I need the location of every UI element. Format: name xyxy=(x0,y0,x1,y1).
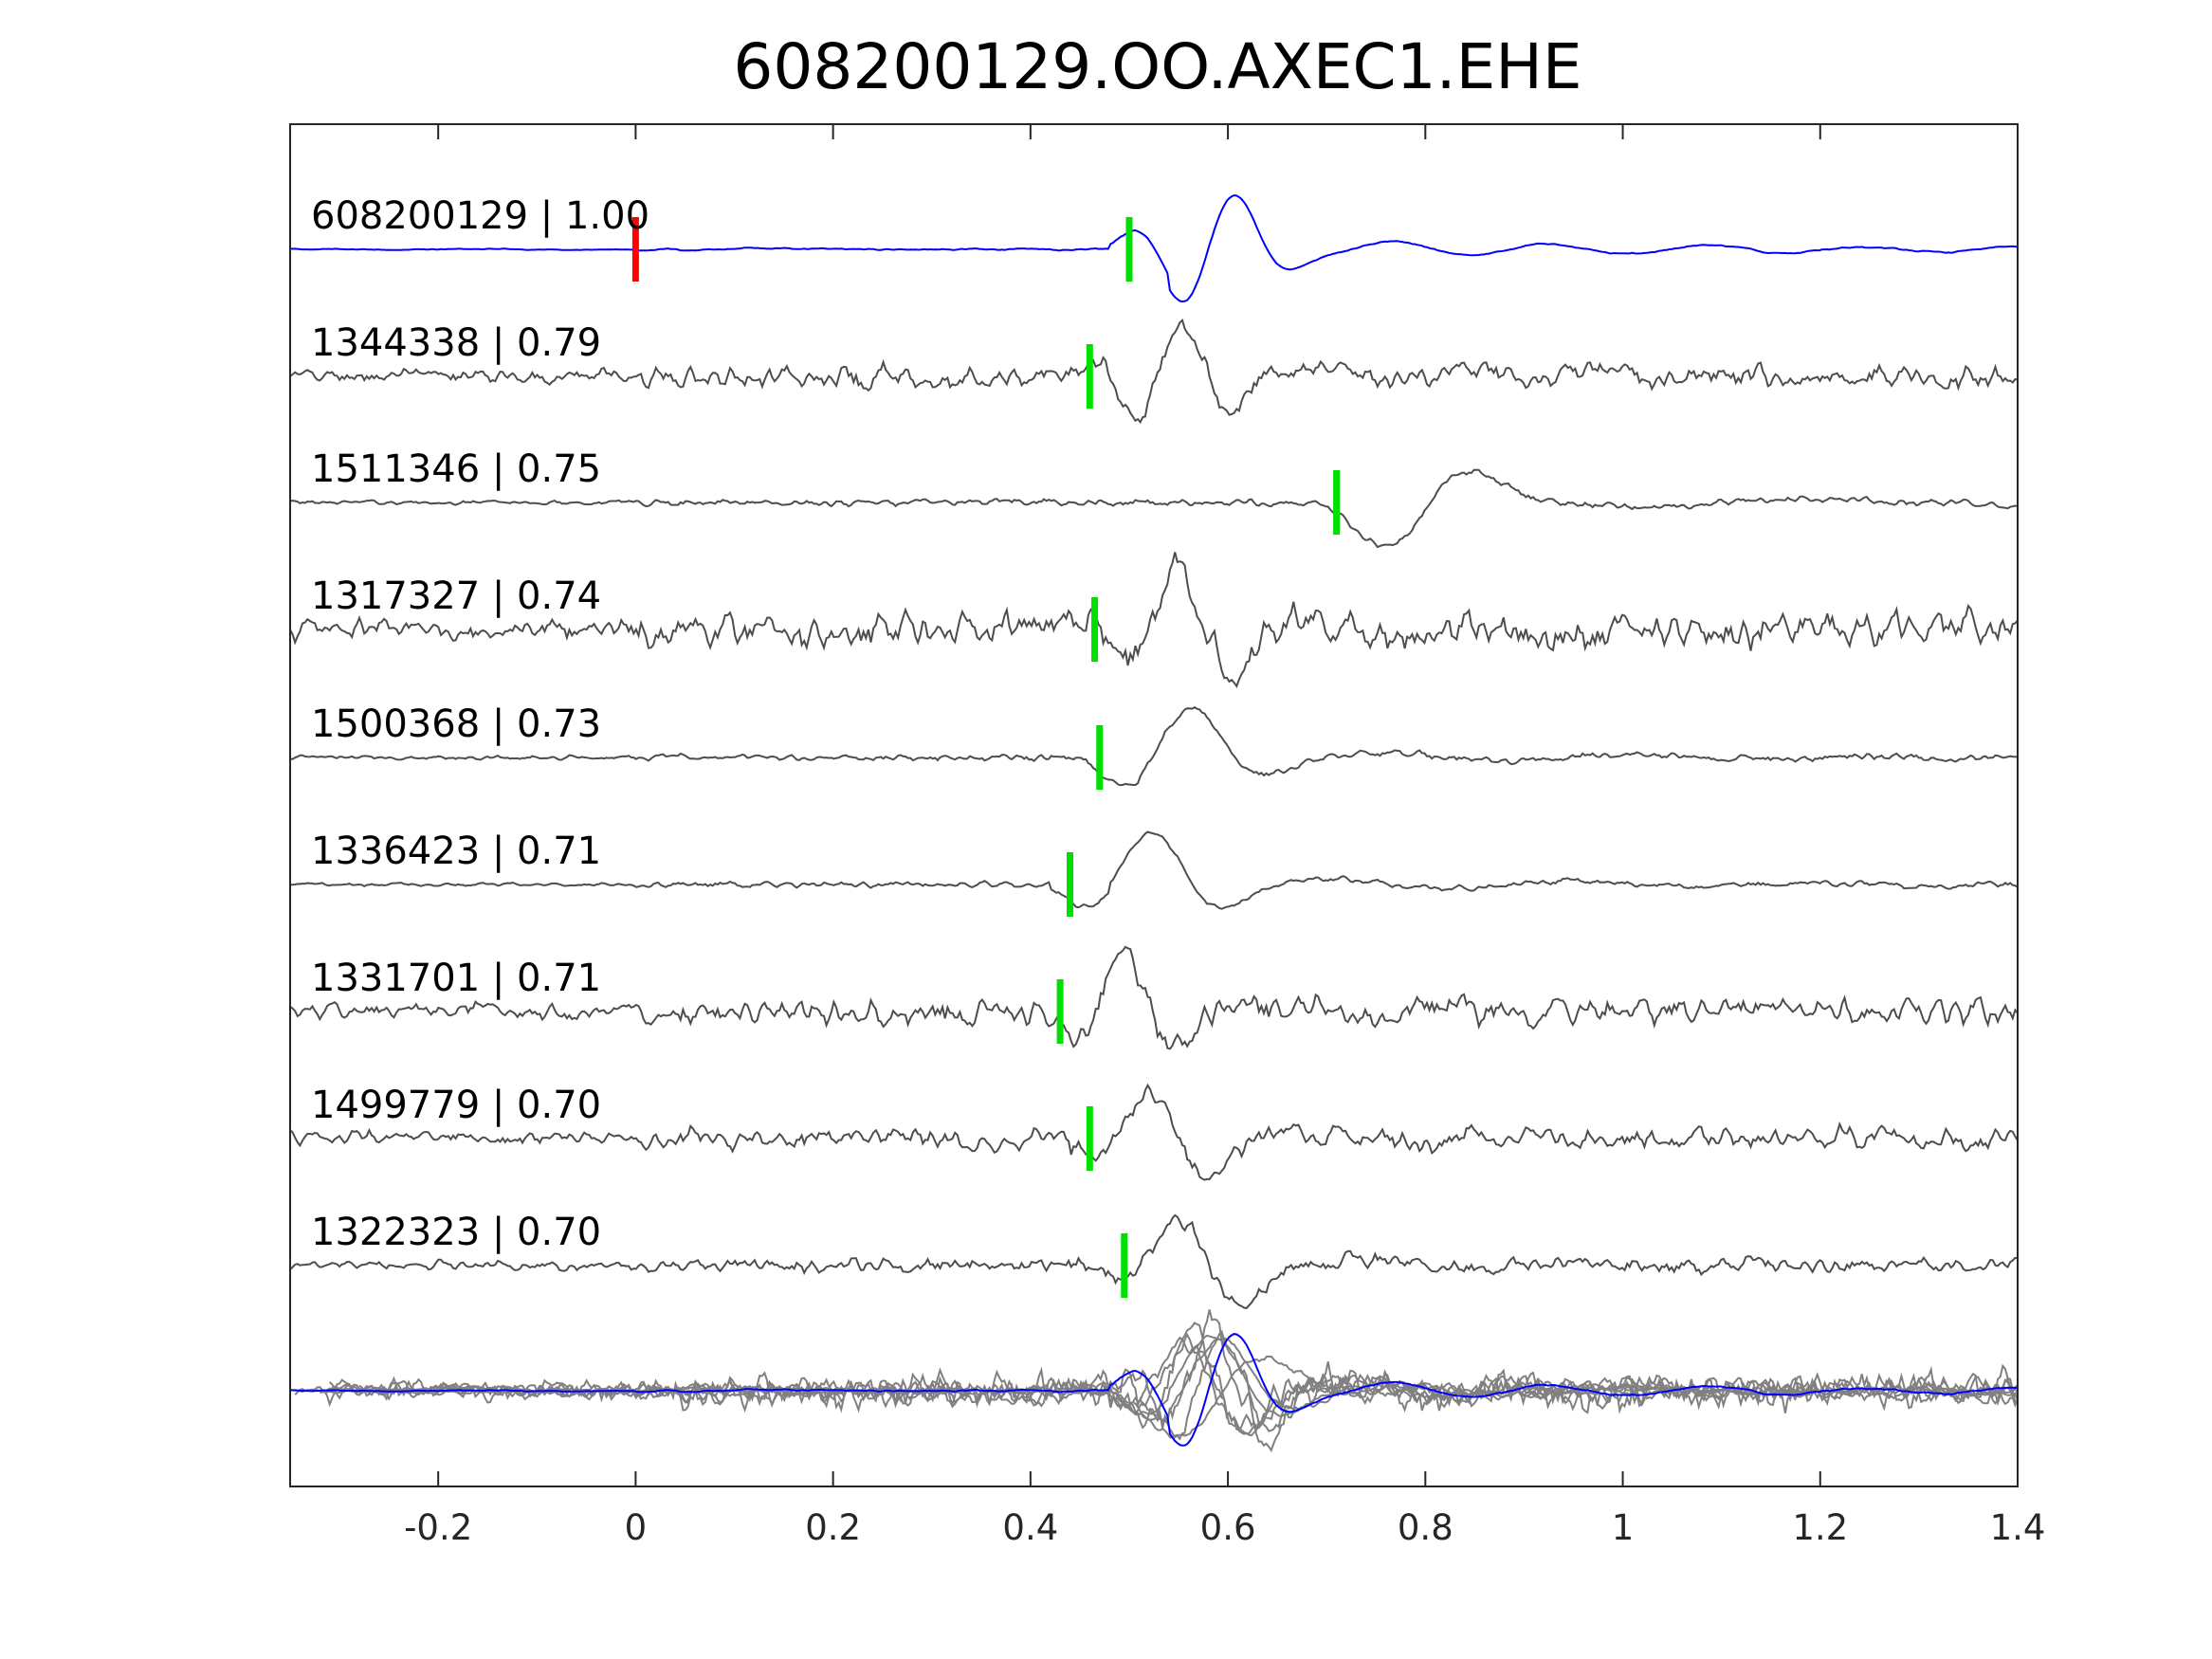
plot-area-frame xyxy=(289,123,2019,1487)
trace-label: 1499779 | 0.70 xyxy=(311,1084,601,1127)
trace-1317327 xyxy=(289,552,2019,689)
traces-layer xyxy=(289,193,2019,1453)
x-tick-label: 0.4 xyxy=(1002,1507,1058,1548)
stack-trace-1499779 xyxy=(328,1332,2019,1435)
trace-1511346 xyxy=(289,468,2019,549)
x-tick-label: -0.2 xyxy=(404,1507,472,1548)
trace-608200129 xyxy=(289,193,2019,303)
trace-1500368 xyxy=(290,705,2019,787)
x-tick-label: 0.6 xyxy=(1200,1507,1256,1548)
stack-trace-1331701 xyxy=(358,1322,2019,1431)
trace-label: 1344338 | 0.79 xyxy=(311,321,601,365)
chart-title: 608200129.OO.AXEC1.EHE xyxy=(733,30,1581,103)
trace-label: 1317327 | 0.74 xyxy=(311,574,601,618)
stack-trace-1511346 xyxy=(290,1355,1811,1439)
x-tick-label: 0.2 xyxy=(805,1507,861,1548)
trace-label: 1336423 | 0.71 xyxy=(311,830,601,873)
trace-label: 1322323 | 0.70 xyxy=(311,1211,601,1254)
trace-label: 608200129 | 1.00 xyxy=(311,194,649,238)
x-tick-label: 0 xyxy=(625,1507,648,1548)
stack-trace-608200129 xyxy=(289,1333,2018,1447)
trace-1336423 xyxy=(289,830,2019,910)
trace-label: 1511346 | 0.75 xyxy=(311,447,601,491)
x-axis-ticks: -0.2 0 0.2 0.4 0.6 0.8 1 1.2 1.4 xyxy=(404,124,2045,1548)
picks-layer xyxy=(631,217,1341,1298)
trace-label: 1331701 | 0.71 xyxy=(311,957,601,1000)
x-tick-label: 0.8 xyxy=(1398,1507,1453,1548)
x-tick-label: 1.2 xyxy=(1792,1507,1848,1548)
trace-1331701 xyxy=(289,945,2019,1050)
trace-1322323 xyxy=(289,1213,2019,1309)
trace-1344338 xyxy=(289,318,2019,425)
x-tick-label: 1.4 xyxy=(1990,1507,2046,1548)
x-tick-label: 1 xyxy=(1612,1507,1635,1548)
trace-label: 1500368 | 0.73 xyxy=(311,702,601,746)
trace-1499779 xyxy=(289,1083,2019,1181)
trace-labels: 608200129 | 1.00 1344338 | 0.79 1511346 | … xyxy=(311,194,649,1254)
